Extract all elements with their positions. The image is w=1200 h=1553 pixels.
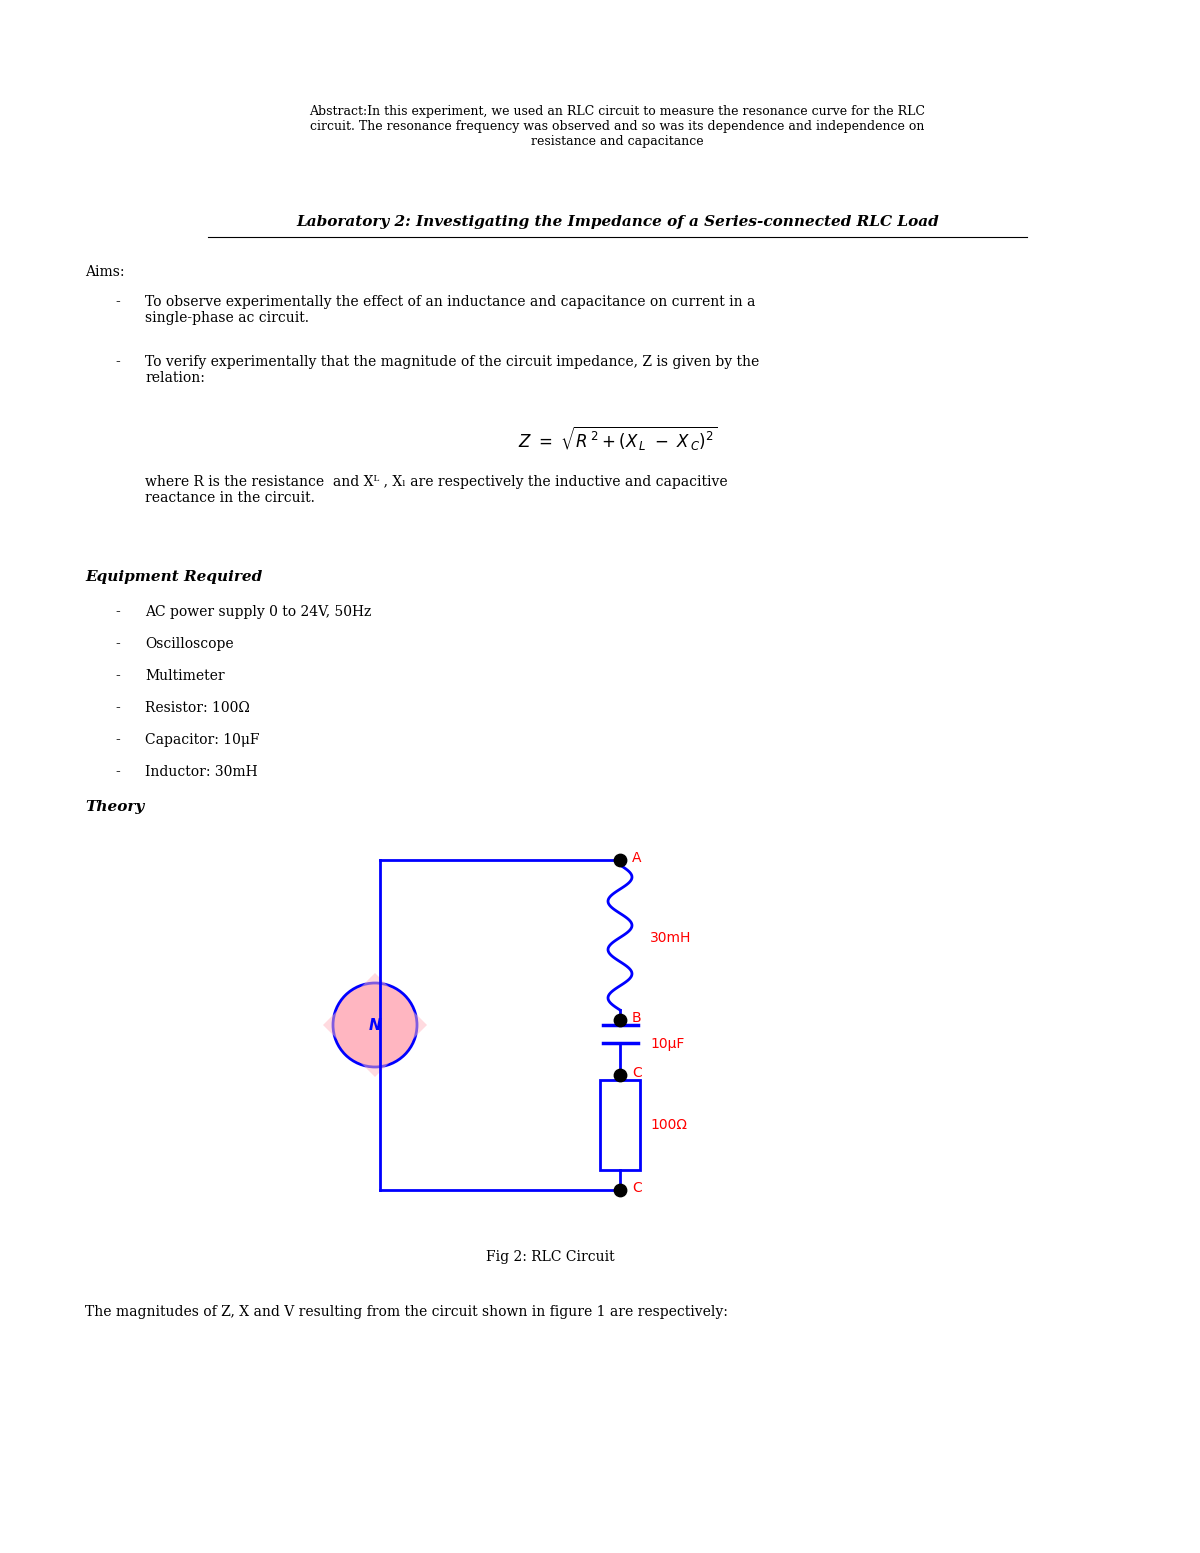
Text: C: C xyxy=(632,1180,642,1194)
FancyBboxPatch shape xyxy=(600,1079,640,1169)
Text: The magnitudes of Z, X and V resulting from the circuit shown in figure 1 are re: The magnitudes of Z, X and V resulting f… xyxy=(85,1305,728,1318)
Text: where R is the resistance  and Xᴸ , Xₗ are respectively the inductive and capaci: where R is the resistance and Xᴸ , Xₗ ar… xyxy=(145,475,727,505)
Point xyxy=(611,848,630,873)
Point xyxy=(611,1062,630,1087)
Text: Theory: Theory xyxy=(85,800,144,814)
Text: 30mH: 30mH xyxy=(650,930,691,944)
Text: Laboratory 2: Investigating the Impedance of a Series-connected RLC Load: Laboratory 2: Investigating the Impedanc… xyxy=(296,214,938,228)
Text: AC power supply 0 to 24V, 50Hz: AC power supply 0 to 24V, 50Hz xyxy=(145,606,371,620)
Text: Aims:: Aims: xyxy=(85,266,125,280)
Text: Resistor: 100Ω: Resistor: 100Ω xyxy=(145,700,250,714)
Text: -: - xyxy=(115,669,120,683)
Text: Capacitor: 10μF: Capacitor: 10μF xyxy=(145,733,259,747)
Circle shape xyxy=(334,983,418,1067)
Point xyxy=(611,1177,630,1202)
Text: Equipment Required: Equipment Required xyxy=(85,570,263,584)
Text: To verify experimentally that the magnitude of the circuit impedance, Z is given: To verify experimentally that the magnit… xyxy=(145,356,760,385)
Text: -: - xyxy=(115,733,120,747)
Text: -: - xyxy=(115,766,120,780)
Text: To observe experimentally the effect of an inductance and capacitance on current: To observe experimentally the effect of … xyxy=(145,295,755,325)
Text: -: - xyxy=(115,637,120,651)
Text: N: N xyxy=(368,1017,382,1033)
Text: Fig 2: RLC Circuit: Fig 2: RLC Circuit xyxy=(486,1250,614,1264)
Text: -: - xyxy=(115,295,120,309)
Text: 100Ω: 100Ω xyxy=(650,1118,686,1132)
Point xyxy=(611,1008,630,1033)
Text: B: B xyxy=(632,1011,642,1025)
Text: -: - xyxy=(115,700,120,714)
Text: A: A xyxy=(632,851,642,865)
Text: Abstract:In this experiment, we used an RLC circuit to measure the resonance cur: Abstract:In this experiment, we used an … xyxy=(310,106,925,148)
Text: 10μF: 10μF xyxy=(650,1037,684,1051)
Polygon shape xyxy=(323,974,427,1076)
Text: -: - xyxy=(115,606,120,620)
Text: $Z\ =\ \sqrt{R^{\,2}+\left(X_{\,L}\ -\ X_{\,C}\right)^{2}}$: $Z\ =\ \sqrt{R^{\,2}+\left(X_{\,L}\ -\ X… xyxy=(517,426,716,453)
Text: -: - xyxy=(115,356,120,370)
Text: C: C xyxy=(632,1065,642,1079)
Text: Oscilloscope: Oscilloscope xyxy=(145,637,234,651)
Text: Inductor: 30mH: Inductor: 30mH xyxy=(145,766,258,780)
Text: Multimeter: Multimeter xyxy=(145,669,224,683)
